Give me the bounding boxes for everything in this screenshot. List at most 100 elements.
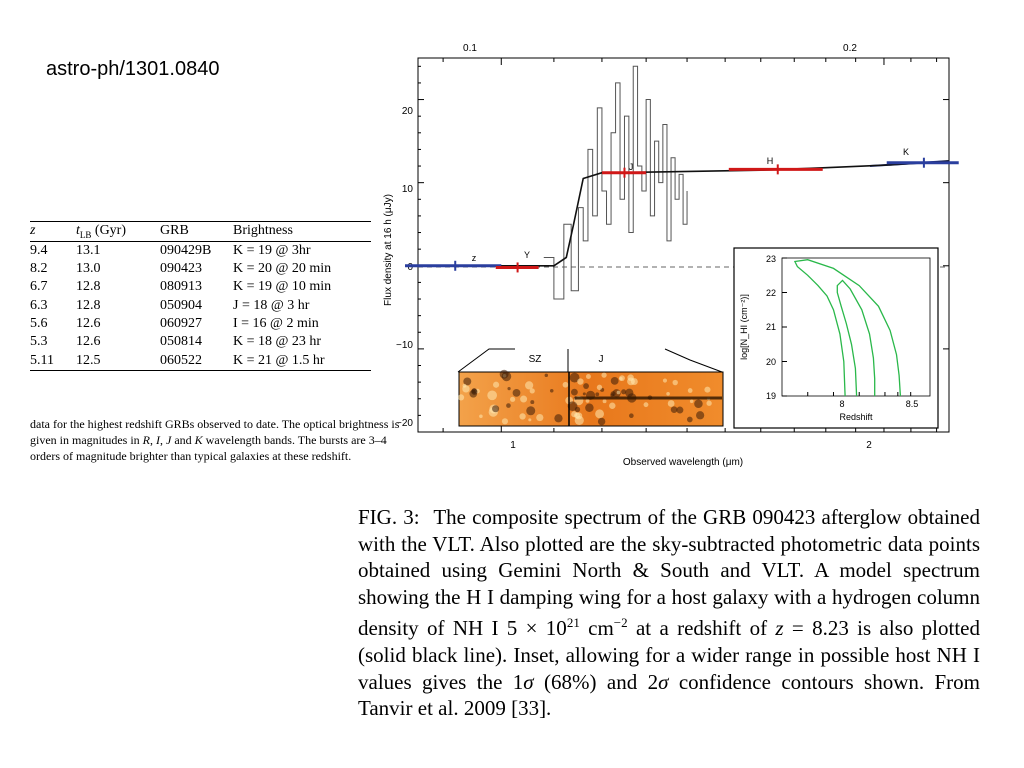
stamp-speckle (549, 389, 554, 393)
stamp-speckle (687, 388, 693, 393)
band-label-Y: Y (524, 250, 530, 260)
x-tick-1: 1 (510, 440, 516, 451)
table-cell: 12.8 (76, 297, 101, 313)
tcap-J: J (166, 433, 172, 447)
stamp-speckle (676, 406, 684, 414)
inset-y-tick-19: 19 (766, 391, 776, 401)
figcap-text-2: cm (579, 616, 614, 641)
band-label-J: J (629, 162, 634, 172)
y-tick-minus20: −20 (396, 418, 413, 429)
table-cell: 12.8 (76, 279, 101, 295)
tcap-text-2: , (150, 433, 156, 447)
col-tlb: tLB (Gyr) (76, 221, 160, 242)
table-cell: 050814 (160, 334, 202, 350)
stamp-speckle (501, 418, 509, 425)
stamp-speckle (520, 395, 528, 403)
col-tlb-unit: (Gyr) (91, 223, 127, 238)
table-cell: 13.1 (76, 242, 101, 258)
stamp-speckle (610, 393, 614, 397)
inset-x-tick-8-5: 8.5 (906, 399, 919, 409)
stamp-speckle (597, 417, 606, 426)
band-label-z: z (472, 253, 477, 263)
table-cell: 5.6 (30, 315, 48, 331)
stamp-speckle (629, 413, 634, 419)
grb-table: z tLB (Gyr) GRB Brightness 9.4 13.1 090429… (30, 221, 371, 371)
stamp-speckle (512, 388, 521, 397)
stamp-connector-right (664, 348, 723, 373)
col-tlb-t: t (76, 223, 80, 238)
stamp-speckle (567, 401, 578, 412)
table-cell: 13.0 (76, 261, 101, 277)
table-cell: 9.4 (30, 242, 48, 258)
tcap-R: R (142, 433, 150, 447)
stamp-speckle (704, 386, 711, 393)
table-row: 5.11 12.5 060522 K = 21 @ 1.5 hr (30, 351, 371, 371)
stamp-speckle (616, 390, 621, 395)
contour-1sigma (836, 279, 876, 397)
stamp-speckle (574, 412, 581, 419)
col-z: z (30, 221, 76, 242)
stamp-speckle (585, 399, 590, 403)
stamp-speckle (530, 400, 535, 405)
stamp-speckle (596, 384, 603, 391)
table-cell: 12.5 (76, 351, 160, 371)
stamp-noise (457, 369, 712, 426)
stamp-speckle (529, 388, 535, 394)
table-header-row: z tLB (Gyr) GRB Brightness (30, 221, 371, 242)
stamp-speckle (479, 414, 483, 419)
tcap-K: K (194, 433, 203, 447)
table-cell: 090429B (160, 242, 212, 258)
table-cell: J = 18 @ 3 hr (233, 297, 310, 313)
table-cell: 12.6 (76, 315, 101, 331)
stamp-speckle (562, 381, 569, 388)
table-cell: I = 16 @ 2 min (233, 315, 319, 331)
stamp-speckle (571, 388, 578, 396)
col-tlb-sub: LB (79, 229, 92, 240)
stamp-speckle (536, 413, 544, 422)
figcap-sigma-1: σ (523, 669, 534, 694)
y-tick-minus10: −10 (396, 340, 413, 351)
tcap-I: I (156, 433, 160, 447)
col-grb: GRB (160, 221, 233, 242)
y-axis-label: Flux density at 16 h (μJy) (383, 194, 394, 306)
stamp-speckle (595, 409, 605, 419)
inset-y-tick-20: 20 (766, 357, 776, 367)
stamp-speckle (585, 374, 591, 379)
inset-contours (793, 259, 902, 397)
tcap-text-5: wavelength bands. The bursts are 3–4 ord… (30, 433, 387, 463)
stamp-speckle (627, 377, 635, 386)
stamp-speckle (686, 416, 693, 423)
col-z-label: z (30, 223, 36, 239)
stamp-speckle (493, 381, 500, 388)
table-cell: 090423 (160, 261, 202, 277)
table-cell: K = 20 @ 20 min (233, 261, 332, 277)
figure-caption: FIG. 3: The composite spectrum of the GR… (358, 504, 980, 722)
stamp-speckle (577, 378, 584, 385)
band-label-K: K (903, 147, 909, 157)
stamp-speckle (526, 406, 536, 416)
table-cell: 060522 (160, 351, 233, 371)
spectrum-line (543, 65, 688, 300)
stamp-speckle (528, 418, 532, 422)
table-row: 6.7 12.8 080913 K = 19 @ 10 min (30, 278, 371, 296)
inset-ticks (782, 257, 912, 397)
stamp-speckle (492, 405, 500, 413)
figure-label: FIG. 3: (358, 505, 420, 529)
table-cell: 060927 (160, 315, 202, 331)
table-cell: 5.11 (30, 351, 76, 371)
stamp-speckle (609, 402, 616, 409)
stamp-speckle (625, 388, 634, 397)
table-row: 6.3 12.8 050904 J = 18 @ 3 hr (30, 297, 371, 315)
y-tick-0: 0 (407, 262, 413, 273)
stamp-connector-left (457, 348, 515, 373)
figcap-text-6: confidence contours shown. From Tanvir e… (358, 669, 980, 721)
x-axis-label: Observed wavelength (μm) (623, 457, 743, 468)
stamp-speckle (595, 392, 600, 397)
stamp-speckle (544, 373, 549, 378)
inset-y-tick-21: 21 (766, 322, 776, 332)
figcap-text-5: (68%) and 2 (533, 669, 659, 694)
stamp-speckle (457, 394, 465, 401)
contour-2sigma (793, 259, 902, 397)
figcap-text-1: The composite spectrum of the GRB 090423… (358, 505, 980, 641)
arxiv-id: astro-ph/1301.0840 (46, 58, 220, 80)
